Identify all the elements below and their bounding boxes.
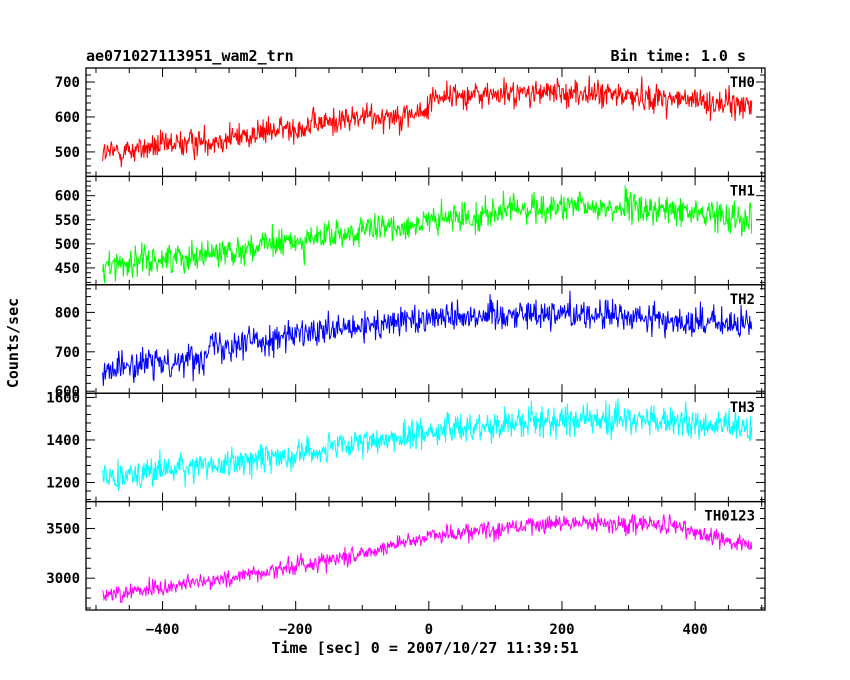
y-tick-label: 3500	[46, 521, 80, 537]
channel-label-th2: TH2	[730, 292, 755, 308]
panel-frame	[85, 500, 766, 611]
panel-th3: 1200 1400 1600 TH3	[46, 390, 766, 503]
channel-label-th1: TH1	[730, 183, 755, 199]
y-tick-label: 500	[55, 237, 80, 253]
panel-th0: 500 600 700 TH0	[55, 67, 766, 178]
panel-th2: 600 700 800 TH2	[55, 284, 766, 400]
panel-frame	[85, 392, 766, 503]
y-tick-label: 3000	[46, 571, 80, 587]
channel-label-th3: TH3	[730, 400, 755, 416]
panel-frame	[85, 175, 766, 286]
y-tick-label: 700	[55, 345, 80, 361]
x-tick-label: 200	[549, 622, 574, 638]
y-tick-label: 500	[55, 145, 80, 161]
channel-label-th0123: TH0123	[704, 509, 755, 525]
panel-frame	[85, 284, 766, 394]
y-tick-label: 450	[55, 261, 80, 277]
y-tick-label: 600	[55, 110, 80, 126]
panel-frame	[85, 67, 766, 178]
y-tick-label: 700	[55, 75, 80, 91]
channel-label-th0: TH0	[730, 75, 755, 91]
x-tick-label: −400	[146, 622, 180, 638]
x-axis-label: Time [sec] 0 = 2007/10/27 11:39:51	[271, 639, 578, 657]
x-tick-label: 400	[682, 622, 707, 638]
chart-title-right: Bin time: 1.0 s	[611, 47, 746, 65]
chart-title-left: ae071027113951_wam2_trn	[86, 47, 294, 65]
series-line-th1	[102, 185, 753, 284]
series-line-th0	[102, 75, 753, 168]
y-tick-label: 600	[55, 384, 80, 400]
y-axis-label: Counts/sec	[4, 298, 22, 388]
x-axis: −400 −200 0 200 400	[146, 622, 708, 638]
series-line-th0123	[102, 512, 753, 604]
y-tick-label: 1600	[46, 390, 80, 406]
series-line-th3	[102, 398, 753, 491]
x-tick-label: 0	[425, 622, 433, 638]
panel-th1: 450 500 550 600 TH1	[55, 175, 766, 286]
y-tick-label: 1400	[46, 433, 80, 449]
y-tick-label: 600	[55, 189, 80, 205]
panels-group: 500 600 700 TH0 450 500 550 600 TH1 600 700 800 TH2 1…	[46, 67, 766, 611]
x-tick-label: −200	[279, 622, 313, 638]
y-tick-label: 550	[55, 213, 80, 229]
y-tick-label: 800	[55, 305, 80, 321]
panel-th0123: 3000 3500 TH0123	[46, 500, 766, 611]
series-line-th2	[102, 290, 753, 387]
y-tick-label: 1200	[46, 475, 80, 491]
